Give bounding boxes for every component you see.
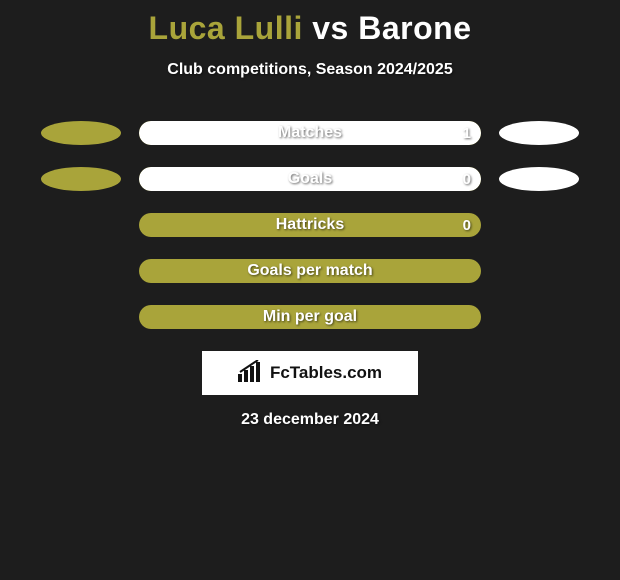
player1-name: Luca Lulli (149, 10, 303, 46)
player1-ellipse (41, 121, 121, 145)
logo-rest: Tables.com (290, 363, 382, 382)
stat-value-right: 0 (463, 213, 471, 237)
subtitle: Club competitions, Season 2024/2025 (10, 61, 610, 79)
stat-bar: Min per goal (139, 305, 481, 329)
stat-label: Goals per match (139, 259, 481, 283)
stat-label: Goals (139, 167, 481, 191)
player2-name: Barone (358, 10, 471, 46)
stat-row: Goals0 (10, 167, 610, 191)
logo-text: FcTables.com (270, 363, 382, 383)
stat-bar: Hattricks0 (139, 213, 481, 237)
stat-label: Min per goal (139, 305, 481, 329)
stat-value-right: 0 (463, 167, 471, 191)
logo-prefix: Fc (270, 363, 290, 382)
vs-separator: vs (312, 10, 349, 46)
stat-label: Hattricks (139, 213, 481, 237)
stat-row: Matches1 (10, 121, 610, 145)
stat-bar: Goals per match (139, 259, 481, 283)
date-text: 23 december 2024 (10, 411, 610, 429)
page-title: Luca Lulli vs Barone (10, 10, 610, 47)
stats-rows: Matches1Goals0Hattricks0Goals per matchM… (10, 121, 610, 329)
fctables-logo: FcTables.com (202, 351, 418, 395)
stat-row: Min per goal (10, 305, 610, 329)
player1-ellipse (41, 167, 121, 191)
stat-label: Matches (139, 121, 481, 145)
chart-bars-icon (238, 360, 264, 387)
player2-ellipse (499, 167, 579, 191)
stat-bar: Matches1 (139, 121, 481, 145)
player2-ellipse (499, 121, 579, 145)
stat-bar: Goals0 (139, 167, 481, 191)
stat-value-right: 1 (463, 121, 471, 145)
stat-row: Goals per match (10, 259, 610, 283)
stat-row: Hattricks0 (10, 213, 610, 237)
comparison-infographic: Luca Lulli vs Barone Club competitions, … (0, 0, 620, 580)
